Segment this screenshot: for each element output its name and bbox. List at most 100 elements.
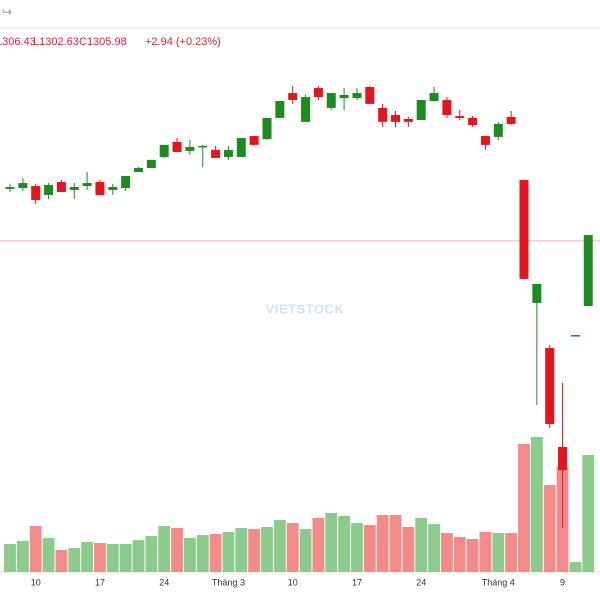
candle-body — [146, 159, 156, 169]
volume-bar — [81, 542, 94, 572]
volume-bar — [106, 544, 119, 572]
x-tick-label: 10 — [288, 577, 298, 587]
volume-bar — [518, 444, 530, 572]
volume-bar — [171, 528, 183, 572]
candle-body — [558, 446, 568, 470]
volume-bar — [415, 518, 428, 572]
candle-body — [134, 168, 143, 172]
volume-bar — [453, 537, 466, 572]
volume-bar — [132, 540, 145, 572]
candle-body — [455, 116, 465, 118]
x-tick-label: 9 — [560, 577, 565, 587]
candle-body — [249, 136, 259, 145]
candle-body — [519, 179, 529, 279]
volume-bar — [543, 485, 556, 572]
volume-bar — [530, 437, 543, 572]
volume-bar — [492, 533, 505, 572]
volume-bar — [145, 536, 158, 572]
x-axis-strip — [0, 572, 600, 600]
volume-bar — [312, 518, 325, 572]
volume-bar — [158, 526, 171, 572]
candle-body — [378, 107, 388, 122]
volume-bar — [4, 544, 16, 572]
candle-body — [172, 141, 182, 152]
candle-body — [31, 185, 41, 200]
candle-body — [185, 146, 195, 151]
volume-bar — [248, 529, 261, 572]
legend-change: +2.94 (+0.23%) — [145, 36, 221, 48]
legend-low: L1302.63 — [33, 36, 79, 48]
volume-bar — [351, 523, 363, 572]
volume-bar — [363, 525, 376, 572]
volume-bar — [440, 533, 453, 572]
watermark: VIETSTOCK — [266, 301, 345, 316]
volume-bar — [325, 513, 338, 572]
volume-bar — [68, 548, 81, 572]
x-tick-label: 17 — [352, 577, 362, 587]
candle-body — [288, 93, 298, 100]
candle-body — [301, 97, 311, 122]
candle-body — [403, 118, 413, 122]
candle-body — [365, 87, 375, 104]
x-tick-label: 24 — [159, 577, 169, 587]
candle-body — [545, 347, 555, 424]
candle-body — [211, 149, 221, 158]
volume-bar — [209, 534, 222, 572]
volume-bar — [466, 539, 479, 572]
volume-bar — [376, 515, 389, 572]
candle-body — [69, 187, 79, 190]
candle-body — [326, 93, 336, 108]
x-tick-label: Tháng 4 — [482, 577, 515, 587]
candle-body — [583, 235, 593, 307]
volume-bar — [569, 562, 582, 572]
x-tick-label: 10 — [31, 577, 41, 587]
volume-bar — [196, 535, 209, 572]
volume-bar — [55, 550, 68, 572]
volume-bar — [286, 523, 299, 572]
volume-bar — [183, 538, 196, 572]
volume-bar — [16, 541, 29, 572]
x-tick-label: 24 — [416, 577, 426, 587]
candle-body — [5, 187, 15, 189]
volume-bar — [479, 532, 492, 572]
candle-body — [223, 149, 233, 157]
candle-body — [570, 335, 580, 337]
volume-bar — [42, 538, 55, 572]
candle-body — [275, 100, 285, 118]
volume-bar — [273, 520, 286, 572]
volume-bar — [235, 528, 248, 572]
candle-body — [468, 117, 478, 125]
candle-body — [121, 175, 131, 189]
candle-body — [391, 114, 400, 122]
candle-body — [352, 93, 362, 99]
x-tick-label: Tháng 3 — [212, 577, 245, 587]
volume-bar — [119, 544, 132, 572]
candle-body — [339, 94, 349, 99]
candle-body — [18, 183, 28, 189]
candle-body — [159, 144, 169, 157]
plot-area: 10 17 24 Tháng 3 10 17 24 Tháng 4 9 — [0, 85, 600, 600]
candle-body — [95, 182, 105, 195]
candle-body — [493, 123, 503, 137]
volume-bar — [402, 527, 415, 572]
candle-body — [108, 187, 118, 190]
candle-body — [416, 99, 426, 120]
volume-bar — [94, 543, 106, 572]
candle-body — [429, 93, 439, 101]
candle-body — [236, 137, 246, 157]
volume-bar — [338, 516, 351, 572]
candle-body — [480, 136, 490, 145]
candle-body — [506, 116, 516, 124]
volume-bar — [29, 526, 42, 572]
candle-body — [44, 184, 54, 195]
x-tick-label: 17 — [95, 577, 105, 587]
volume-bar — [428, 524, 440, 572]
candle-body — [198, 145, 208, 148]
volume-bar — [582, 455, 595, 572]
volume-bar — [222, 532, 235, 572]
candle-body — [56, 182, 66, 193]
redo-icon[interactable]: ↪ — [2, 5, 12, 19]
candle-body — [82, 183, 92, 186]
